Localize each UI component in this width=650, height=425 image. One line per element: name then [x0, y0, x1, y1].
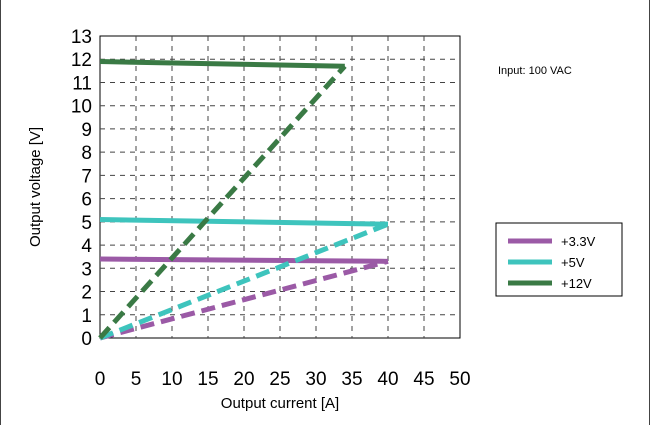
y-tick-label: 12: [71, 50, 92, 71]
x-tick-label: 40: [377, 369, 398, 390]
series-dashed-12V: [98, 64, 347, 340]
series-solid-5V: [99, 217, 389, 227]
y-axis-label: Output voltage [V]: [27, 127, 44, 247]
y-tick-label: 1: [81, 306, 92, 327]
y-tick-label: 13: [71, 27, 92, 48]
x-tick-label: 10: [161, 369, 182, 390]
y-tick-label: 8: [81, 143, 92, 164]
x-tick-label: 45: [413, 369, 434, 390]
y-tick-label: 2: [81, 283, 92, 304]
y-tick-label: 4: [81, 236, 92, 257]
y-tick-label: 11: [72, 73, 92, 94]
x-tick-label: 15: [197, 369, 218, 390]
x-tick-labels: 0 5 10 15 20 25 30 35 40 45 50: [95, 369, 471, 390]
x-tick-label: 5: [131, 369, 142, 390]
series-dashed-5V: [99, 221, 389, 341]
series-solid-33V: [99, 256, 389, 264]
legend-label-12V: +12V: [561, 276, 592, 291]
y-tick-label: 0: [81, 329, 92, 350]
x-tick-label: 20: [233, 369, 254, 390]
x-tick-label: 0: [95, 369, 106, 390]
series-solid-12V: [99, 59, 345, 69]
x-tick-label: 50: [449, 369, 470, 390]
grid-lines: [100, 36, 460, 338]
x-tick-label: 30: [305, 369, 326, 390]
x-tick-label: 35: [341, 369, 362, 390]
y-tick-label: 9: [81, 120, 92, 141]
legend-label-5V: +5V: [561, 255, 585, 270]
input-annotation: Input: 100 VAC: [498, 65, 572, 77]
y-tick-label: 3: [81, 259, 92, 280]
x-tick-label: 25: [269, 369, 290, 390]
legend-label-33V: +3.3V: [561, 234, 596, 249]
legend: +3.3V +5V +12V: [508, 234, 596, 291]
y-tick-label: 5: [81, 213, 92, 234]
series-dashed-33V: [99, 258, 389, 341]
y-tick-label: 6: [81, 190, 92, 211]
y-tick-label: 7: [81, 166, 92, 187]
y-tick-label: 10: [71, 97, 92, 118]
series-group: [98, 59, 389, 341]
x-axis-label: Output current [A]: [221, 395, 339, 412]
